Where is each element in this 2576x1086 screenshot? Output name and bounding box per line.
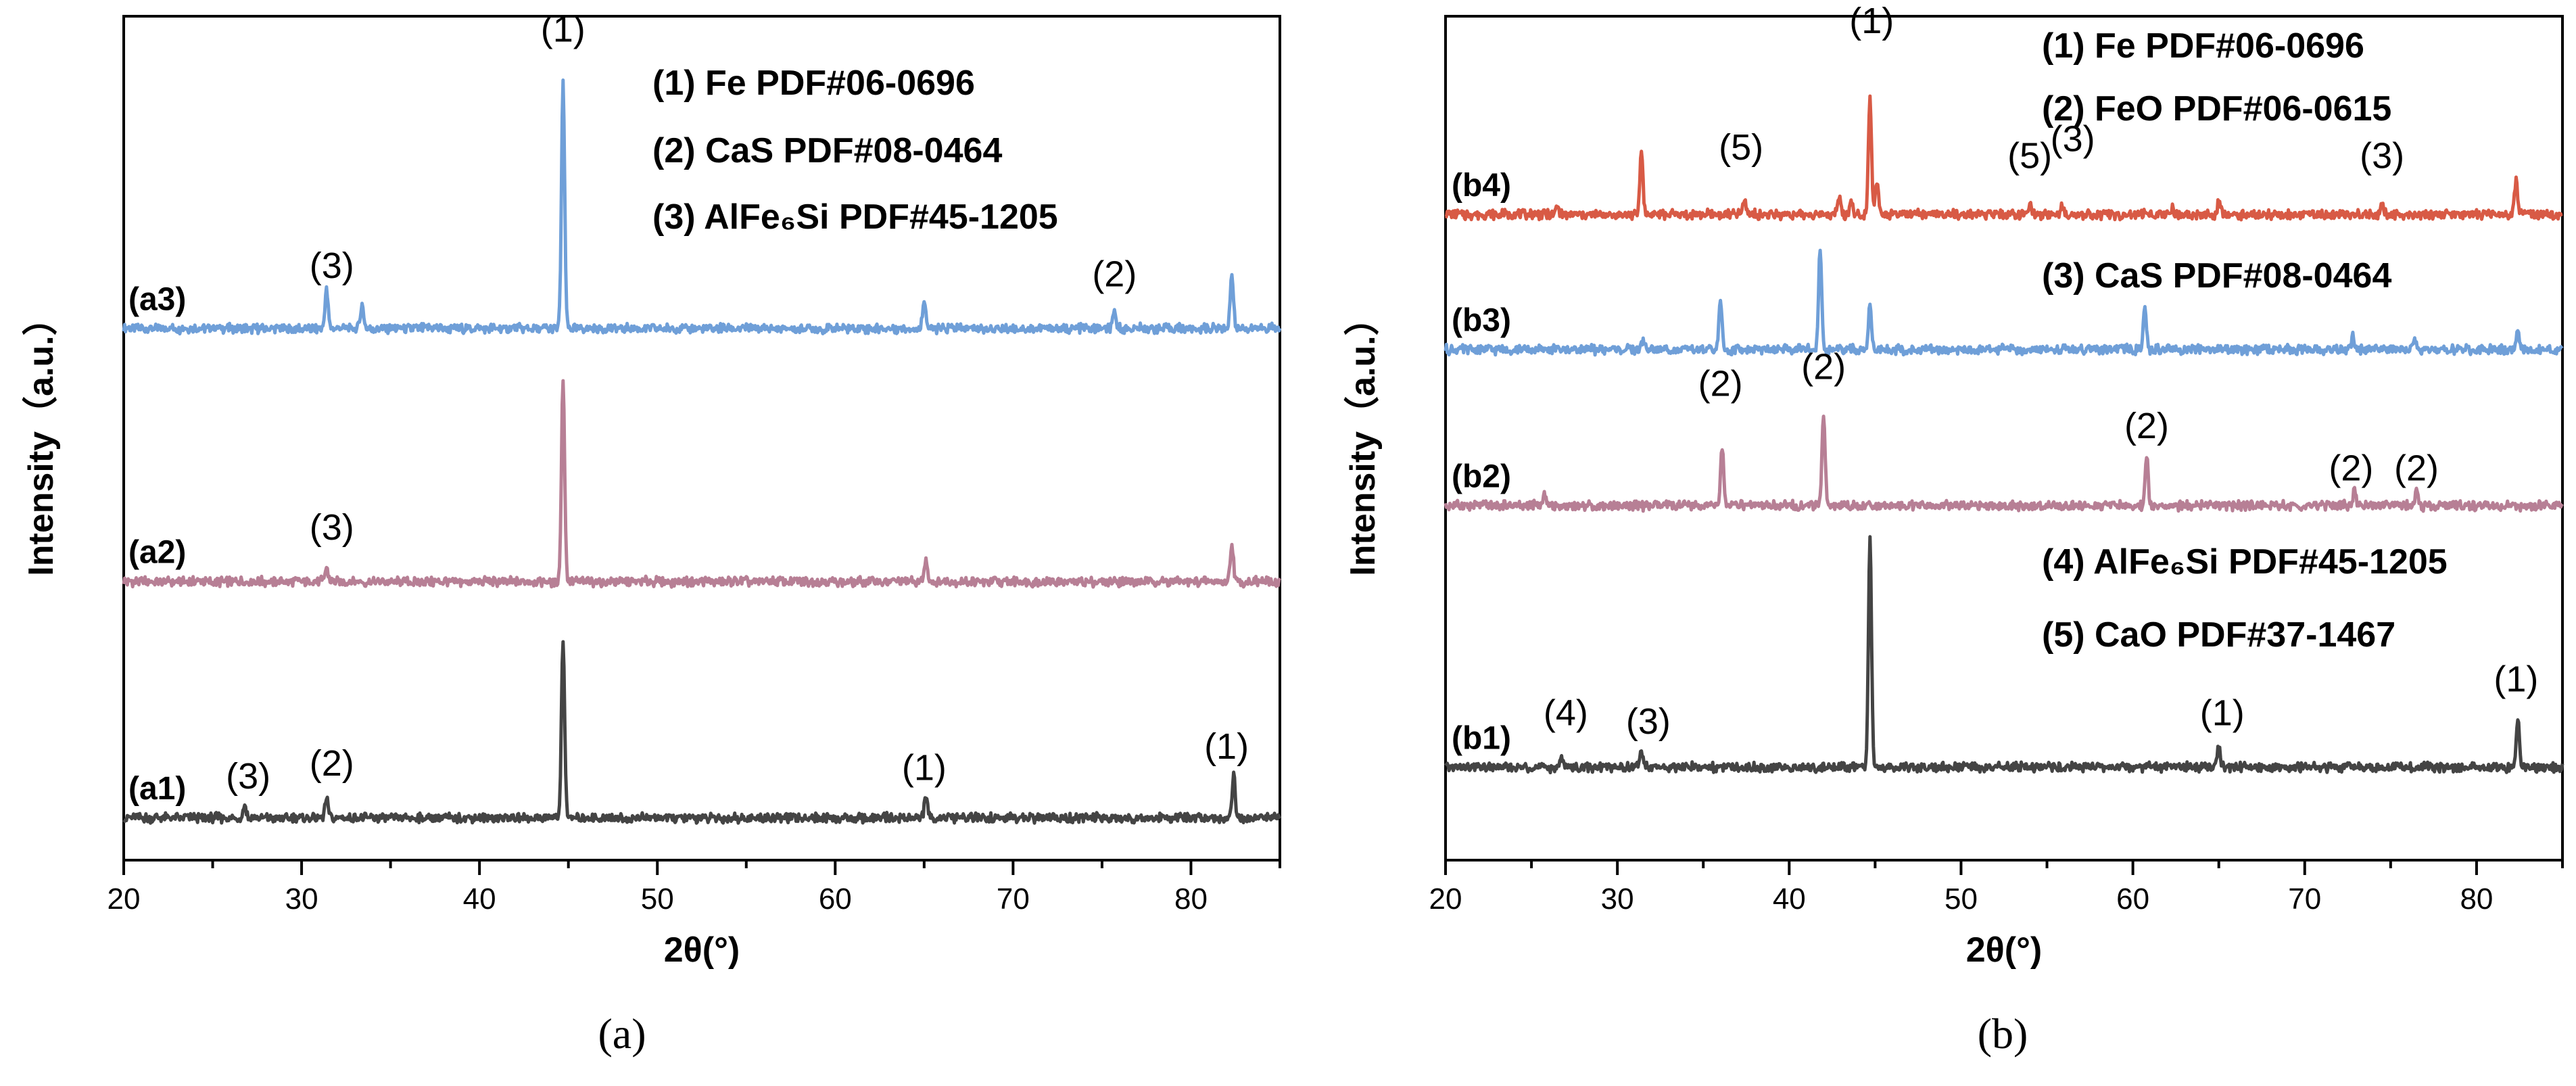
series-label: (b1)	[1452, 720, 1511, 756]
x-tick-label: 50	[1945, 882, 1978, 916]
x-tick-label: 70	[2288, 882, 2321, 916]
peak-annotation: (5)	[1719, 127, 1763, 168]
series-label: (b3)	[1452, 303, 1511, 339]
series-line-a2	[122, 379, 1281, 589]
series-label: (a2)	[128, 535, 186, 571]
series-line-b4	[1444, 94, 2564, 222]
peak-annotation: (3)	[2360, 136, 2404, 176]
peak-annotation: (2)	[1092, 254, 1137, 294]
series-label: (a1)	[128, 771, 186, 807]
peak-annotation: (1)	[1204, 726, 1249, 767]
peak-annotation: (1)	[902, 747, 947, 788]
x-tick-label: 30	[1601, 882, 1634, 916]
series-label: (a3)	[128, 281, 186, 317]
plot-frame	[1444, 15, 2564, 861]
x-tick-label: 20	[1429, 882, 1462, 916]
panel-a: 20 30 40 50 60 70 80 2θ(°) Intensity（a.u.） (a) (a3…	[22, 9, 1282, 1058]
panel-caption: (a)	[598, 1010, 646, 1058]
peak-annotation: (4)	[1544, 692, 1588, 733]
peak-annotation: (3)	[1626, 701, 1671, 742]
x-tick-label: 60	[2116, 882, 2149, 916]
x-axis-label: 2θ(°)	[1966, 930, 2042, 970]
legend-entry: (1) Fe PDF#06-0696	[652, 64, 975, 103]
peak-annotation: (2)	[310, 743, 354, 784]
peak-annotation: (3)	[226, 756, 270, 797]
peak-annotation: (1)	[2494, 659, 2538, 699]
legend-entry: (2) CaS PDF#08-0464	[652, 131, 1002, 170]
x-axis-label: 2θ(°)	[664, 930, 740, 970]
y-axis-label: Intensity（a.u.）	[22, 300, 61, 575]
peak-annotation: (3)	[310, 507, 354, 548]
peak-annotation: (5)	[2007, 136, 2052, 176]
peak-annotation: (2)	[2394, 448, 2439, 488]
series-label: (b4)	[1452, 168, 1511, 204]
x-tick-label: 20	[108, 882, 141, 916]
legend-entry: (2) FeO PDF#06-0615	[2042, 89, 2391, 128]
peak-annotation: (1)	[541, 9, 586, 49]
peak-annotation: (3)	[310, 245, 354, 286]
x-tick-label: 40	[1773, 882, 1806, 916]
x-tick-label: 70	[997, 882, 1030, 916]
series-label: (b2)	[1452, 458, 1511, 494]
plot-frame	[122, 15, 1281, 861]
series-line-b2	[1444, 415, 2564, 513]
peak-annotation: (2)	[1698, 364, 1743, 404]
legend-entry: (4) AlFe₆Si PDF#45-1205	[2042, 542, 2448, 582]
series-line-a1	[122, 640, 1282, 825]
panel-b: 20 30 40 50 60 70 80 2θ(°) Intensity（a.u.） (b) (b4…	[1343, 1, 2565, 1058]
legend-entry: (3) AlFe₆Si PDF#45-1205	[652, 197, 1058, 237]
peak-annotation: (2)	[2329, 448, 2373, 488]
x-tick-label: 30	[285, 882, 318, 916]
x-tick-label: 40	[463, 882, 496, 916]
legend-entry: (1) Fe PDF#06-0696	[2042, 26, 2364, 66]
x-tick-label: 50	[641, 882, 674, 916]
series-line-a3	[122, 78, 1282, 336]
legend-entry: (5) CaO PDF#37-1467	[2042, 615, 2395, 655]
peak-annotation: (2)	[2124, 406, 2169, 446]
peak-annotation: (1)	[1849, 1, 1894, 41]
y-axis-label: Intensity（a.u.）	[1343, 300, 1383, 575]
series-line-b1	[1444, 535, 2565, 775]
panel-caption: (b)	[1978, 1010, 2028, 1058]
x-tick-label: 80	[2460, 882, 2493, 916]
peak-annotation: (1)	[2200, 692, 2245, 733]
x-tick-label: 60	[819, 882, 852, 916]
series-line-b3	[1444, 248, 2564, 357]
peak-annotation: (2)	[1801, 347, 1846, 387]
legend-entry: (3) CaS PDF#08-0464	[2042, 256, 2391, 296]
peak-annotation: (3)	[2051, 119, 2095, 160]
x-tick-label: 80	[1174, 882, 1208, 916]
